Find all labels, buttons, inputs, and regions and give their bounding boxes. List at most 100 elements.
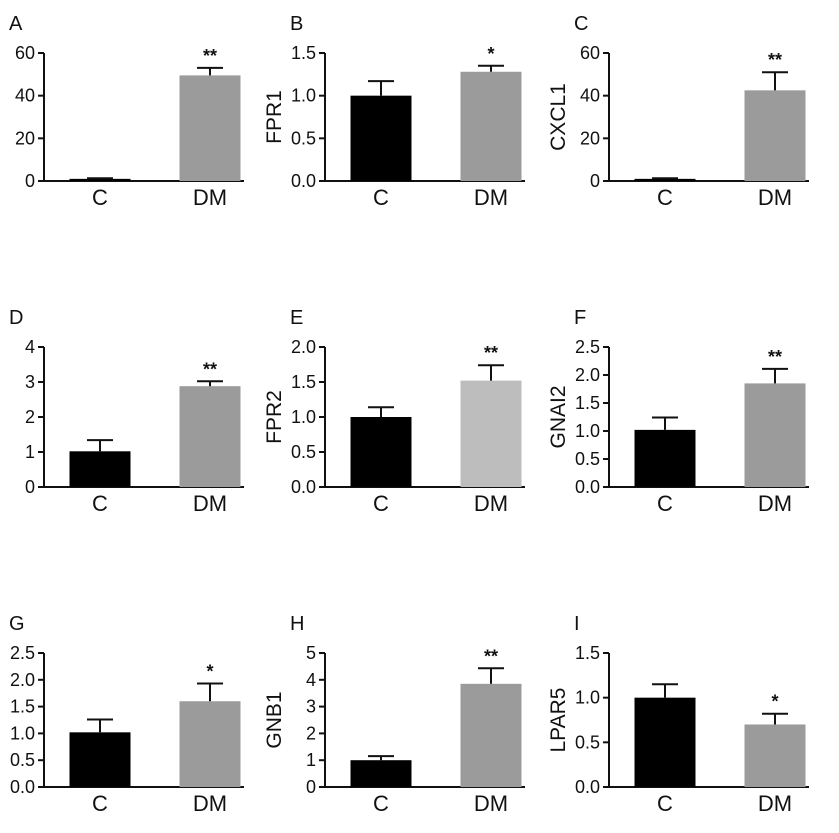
y-tick-label: 0.5 — [575, 732, 600, 752]
y-tick-label: 0.0 — [575, 477, 600, 497]
x-tick-label-c: C — [373, 791, 389, 816]
y-axis-label: FPR1 — [263, 90, 286, 144]
y-tick-label: 3 — [25, 372, 35, 392]
y-tick-label: 1.0 — [575, 421, 600, 441]
y-tick-label: 0.0 — [575, 777, 600, 797]
y-axis-label: CXCL1 — [547, 83, 570, 151]
panel-letter: E — [290, 307, 303, 329]
panel-letter: D — [9, 307, 23, 329]
bar-c — [634, 178, 696, 181]
y-tick-label: 60 — [15, 43, 35, 63]
y-tick-label: 1.0 — [10, 723, 35, 743]
panel-a: A IL8 0 20 40 60 C ** DM — [0, 13, 244, 210]
y-tick-label: 1.5 — [10, 697, 35, 717]
y-tick-label: 0.5 — [10, 750, 35, 770]
y-tick-label: 0 — [25, 477, 35, 497]
y-tick-label: 2 — [306, 723, 316, 743]
panel-i: I LPAR5 0.0 0.5 1.0 1.5 C * DM — [547, 613, 809, 816]
bar-dm — [744, 383, 806, 487]
bar-dm — [744, 724, 806, 787]
bar-c — [350, 95, 412, 181]
y-tick-label: 20 — [15, 128, 35, 148]
y-tick-label: 20 — [580, 128, 600, 148]
y-tick-label: 0.5 — [575, 449, 600, 469]
bar-c — [69, 732, 131, 787]
y-tick-label: 2.0 — [10, 670, 35, 690]
y-tick-label: 40 — [15, 86, 35, 106]
y-axis-label: IL8 — [0, 102, 5, 131]
bar-dm — [179, 75, 241, 181]
bar-c — [634, 697, 696, 787]
x-tick-label-dm: DM — [474, 491, 508, 516]
y-tick-label: 1.0 — [291, 407, 316, 427]
panel-letter: C — [574, 13, 588, 35]
x-tick-label-dm: DM — [193, 791, 227, 816]
panel-d: D GNAI3 0 1 2 3 4 C ** DM — [0, 307, 244, 516]
y-tick-label: 0 — [25, 171, 35, 191]
y-tick-label: 0.5 — [291, 442, 316, 462]
y-tick-label: 0 — [306, 777, 316, 797]
y-tick-label: 1.0 — [575, 688, 600, 708]
y-axis-label: GNAI2 — [547, 385, 570, 448]
y-axis-label: FPR2 — [263, 390, 286, 444]
y-tick-label: 0.5 — [291, 128, 316, 148]
x-tick-label-c: C — [92, 185, 108, 210]
panel-letter: F — [574, 307, 586, 329]
bar-dm — [179, 386, 241, 487]
bar-dm — [460, 71, 522, 181]
y-tick-label: 1.0 — [291, 86, 316, 106]
y-tick-label: 2.5 — [575, 337, 600, 357]
y-tick-label: 2 — [25, 407, 35, 427]
y-tick-label: 60 — [580, 43, 600, 63]
y-tick-label: 1.5 — [575, 643, 600, 663]
x-tick-label-dm: DM — [474, 791, 508, 816]
bar-dm — [460, 683, 522, 787]
bar-c — [350, 760, 412, 787]
x-tick-label-c: C — [92, 791, 108, 816]
significance-label: ** — [768, 50, 782, 70]
significance-label: ** — [203, 359, 217, 379]
x-tick-label-c: C — [373, 185, 389, 210]
x-tick-label-c: C — [373, 491, 389, 516]
panel-b: B FPR1 0.0 0.5 1.0 1.5 C * DM — [263, 13, 525, 210]
panel-letter: I — [574, 613, 580, 635]
panel-e: E FPR2 0.0 0.5 1.0 1.5 2.0 C ** DM — [263, 307, 525, 516]
bar-c — [69, 451, 131, 487]
x-tick-label-c: C — [657, 185, 673, 210]
y-tick-label: 40 — [580, 86, 600, 106]
panel-h: H GNB1 0 1 2 3 4 5 C ** DM — [263, 613, 525, 816]
significance-label: ** — [203, 46, 217, 66]
x-tick-label-dm: DM — [474, 185, 508, 210]
y-tick-label: 0.0 — [291, 171, 316, 191]
y-tick-label: 0.0 — [291, 477, 316, 497]
significance-label: * — [771, 692, 778, 712]
panel-f: F GNAI2 0.0 0.5 1.0 1.5 2.0 2.5 C ** DM — [547, 307, 809, 516]
y-tick-label: 4 — [306, 670, 316, 690]
y-tick-label: 1 — [25, 442, 35, 462]
y-axis-label: ANXA1 — [0, 686, 5, 755]
bar-c — [69, 178, 131, 181]
panel-letter: B — [290, 13, 303, 35]
significance-label: * — [487, 44, 494, 64]
significance-label: * — [206, 662, 213, 682]
y-tick-label: 5 — [306, 643, 316, 663]
bar-c — [634, 429, 696, 487]
panel-letter: H — [290, 613, 304, 635]
y-tick-label: 4 — [25, 337, 35, 357]
x-tick-label-c: C — [92, 491, 108, 516]
y-tick-label: 2.0 — [575, 365, 600, 385]
y-tick-label: 1 — [306, 750, 316, 770]
bar-dm — [460, 380, 522, 487]
y-tick-label: 1.5 — [575, 393, 600, 413]
x-tick-label-c: C — [657, 491, 673, 516]
bar-dm — [744, 90, 806, 181]
y-axis-label: LPAR5 — [547, 688, 570, 753]
bar-dm — [179, 701, 241, 787]
significance-label: ** — [768, 347, 782, 367]
y-tick-label: 1.5 — [291, 372, 316, 392]
x-tick-label-dm: DM — [758, 791, 792, 816]
bar-c — [350, 417, 412, 487]
significance-label: ** — [484, 646, 498, 666]
significance-label: ** — [484, 343, 498, 363]
